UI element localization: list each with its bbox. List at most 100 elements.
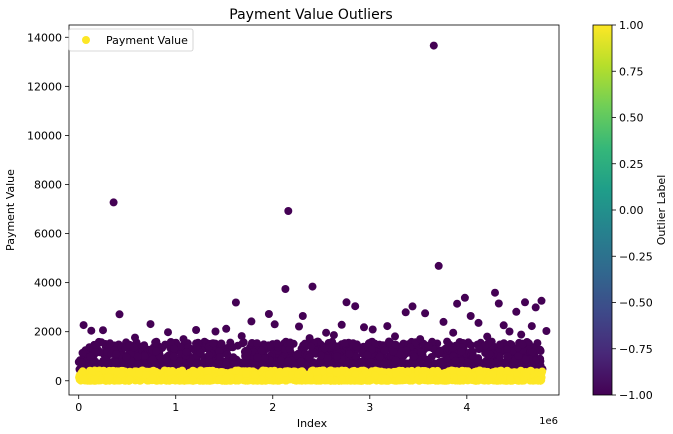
normal-point (534, 376, 543, 385)
colorbar-tick-label: 0.25 (619, 158, 644, 171)
normal-point (251, 370, 259, 379)
normal-point (183, 376, 191, 385)
outlier-point (115, 310, 124, 319)
outlier-point (211, 327, 220, 336)
outlier-point (499, 321, 508, 330)
normal-point (460, 367, 469, 376)
outlier-point (542, 327, 551, 335)
normal-point (280, 368, 289, 377)
outlier-point (223, 350, 231, 359)
outlier-point (92, 341, 101, 350)
normal-point (426, 376, 435, 385)
outlier-point (397, 358, 406, 367)
y-tick-label: 6000 (34, 228, 62, 241)
y-tick-label: 0 (55, 375, 62, 388)
outlier-point (305, 352, 314, 361)
outlier-point (109, 198, 118, 207)
normal-point (191, 370, 200, 379)
legend-entry-payment-value: Payment Value (106, 34, 188, 47)
normal-point (395, 375, 404, 384)
outlier-point (337, 320, 346, 329)
normal-point (476, 374, 485, 383)
outlier-point (284, 357, 293, 366)
outlier-point (521, 298, 529, 307)
outlier-point (496, 340, 504, 349)
outlier-point (229, 360, 238, 369)
y-tick-label: 2000 (34, 326, 62, 339)
outlier-point (231, 298, 240, 307)
outlier-point (457, 347, 466, 356)
colorbar (592, 24, 613, 396)
outlier-point (469, 352, 478, 361)
outlier-point (192, 326, 201, 334)
outlier-point (408, 302, 417, 311)
normal-point (305, 372, 314, 381)
outlier-point (308, 282, 317, 291)
normal-point (432, 376, 441, 385)
x-tick-label: 4 (463, 401, 470, 414)
normal-point (282, 375, 290, 384)
y-axis: 0 2000 4000 6000 8000 10000 12000 14000 (27, 31, 69, 388)
outlier-point (351, 352, 360, 361)
outlier-point (103, 360, 112, 369)
normal-point (361, 367, 370, 376)
outlier-point (380, 346, 389, 355)
colorbar-tick-label: −0.50 (619, 297, 653, 310)
outlier-point (528, 348, 537, 357)
outlier-point (217, 339, 226, 348)
normal-point (449, 366, 458, 375)
outlier-point (333, 352, 341, 361)
outlier-point (257, 346, 266, 355)
outlier-point (320, 344, 329, 353)
outlier-point (286, 338, 295, 347)
outlier-point (424, 341, 433, 350)
normal-point (203, 367, 212, 375)
x-tick-label: 3 (366, 401, 373, 414)
outlier-point (228, 343, 237, 352)
y-axis-label: Payment Value (4, 169, 17, 251)
outlier-point (402, 346, 411, 355)
normal-point (141, 371, 150, 380)
legend-marker (82, 36, 90, 44)
outlier-point (133, 352, 142, 361)
colorbar-tick-label: −0.25 (619, 250, 653, 263)
outlier-point (345, 350, 354, 359)
outlier-point (481, 341, 489, 350)
y-tick-label: 4000 (34, 277, 62, 290)
normal-point (242, 370, 250, 378)
normal-point (149, 366, 158, 375)
normal-point (299, 368, 307, 377)
normal-point (484, 376, 493, 385)
outlier-point (264, 310, 273, 318)
outlier-point (205, 351, 214, 360)
outlier-point (179, 335, 188, 344)
outlier-point (294, 349, 302, 358)
normal-point (433, 366, 442, 375)
y-tick-label: 10000 (27, 129, 62, 142)
normal-point (189, 376, 197, 385)
outlier-point (503, 352, 512, 361)
outlier-point (495, 352, 504, 361)
outlier-point (360, 323, 368, 332)
outlier-point (247, 317, 256, 326)
outlier-point (531, 303, 540, 312)
normal-point (488, 370, 497, 379)
outlier-point (368, 345, 376, 354)
outlier-point (410, 352, 419, 361)
outlier-point (323, 354, 332, 363)
outlier-point (79, 321, 88, 330)
outlier-point (439, 317, 448, 326)
colorbar-tick-label: 0.50 (619, 112, 644, 125)
outlier-point (505, 327, 514, 336)
normal-point (166, 367, 175, 376)
y-tick-label: 12000 (27, 80, 62, 93)
outlier-point (417, 348, 425, 357)
outlier-point (391, 332, 399, 341)
outlier-point (87, 326, 96, 335)
outlier-point (222, 324, 231, 333)
outlier-point (182, 348, 191, 357)
outlier-point (371, 339, 380, 348)
outlier-point (375, 352, 384, 361)
normal-point (171, 376, 180, 385)
normal-point (332, 368, 341, 377)
